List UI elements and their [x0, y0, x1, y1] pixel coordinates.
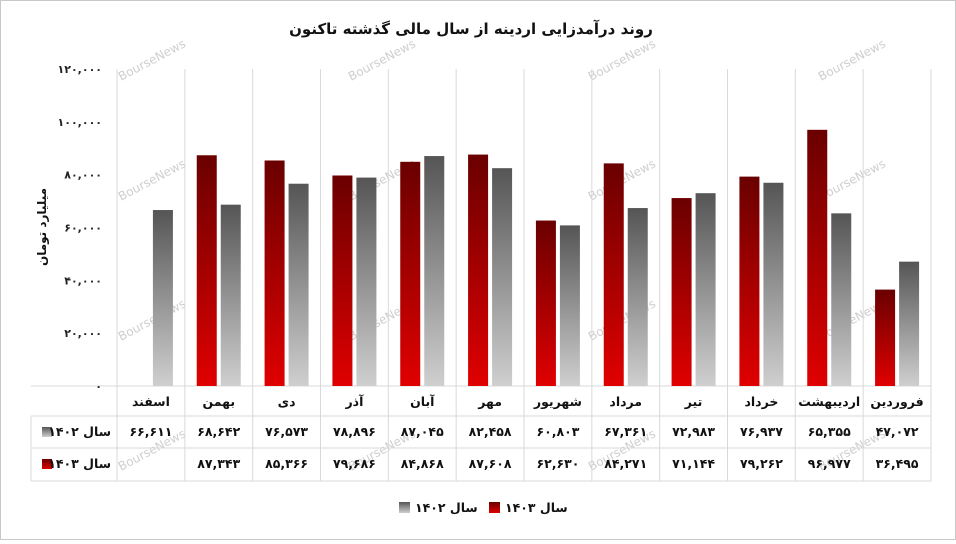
bar-1402 [695, 193, 716, 386]
chart-title: روند درآمدزایی اردینه از سال مالی گذشته … [289, 20, 653, 38]
bar-1403 [196, 155, 217, 386]
x-category-label: مرداد [609, 394, 642, 409]
table-cell: ۶۷,۳۶۱ [604, 424, 647, 439]
x-category-label: فروردین [870, 394, 923, 409]
legend-swatch [399, 502, 410, 513]
category-separators [30, 69, 932, 482]
table-cell: ۷۸,۸۹۶ [333, 424, 376, 439]
y-tick-label: ۴۰,۰۰۰ [64, 274, 102, 287]
y-tick-label: ۰ [95, 380, 102, 393]
bar-1402 [627, 208, 648, 386]
bars-layer: فروردین اردیبهشت خرداد تیر مرداد شهریور مهر آبا… [132, 129, 924, 409]
bar-1402 [492, 168, 513, 386]
table-cell: ۶۲,۶۳۰ [536, 456, 579, 471]
bar-1402 [424, 156, 445, 386]
table-cell: ۸۷,۳۴۳ [197, 456, 240, 471]
watermark-text: BourseNews [816, 36, 888, 83]
table-cell: ۶۸,۶۴۲ [197, 424, 240, 439]
table-cell: ۷۶,۹۳۷ [740, 424, 783, 439]
legend-swatch [489, 502, 500, 513]
x-category-label: مهر [477, 394, 502, 409]
y-axis-ticks: ۰ ۲۰,۰۰۰ ۴۰,۰۰۰ ۶۰,۰۰۰ ۸۰,۰۰۰ ۱۰۰,۰۰۰ ۱۲۰,۰۰۰ [58, 63, 102, 393]
table-cell: ۸۴,۸۶۸ [401, 456, 444, 471]
bar-1403 [671, 198, 692, 386]
table-cell: ۶۶,۶۱۱ [129, 424, 172, 439]
table-cell: ۸۷,۰۴۵ [401, 424, 444, 439]
y-tick-label: ۶۰,۰۰۰ [64, 222, 102, 235]
x-category-label: خرداد [744, 394, 778, 409]
table-row-swatch [42, 459, 52, 469]
bar-1402 [356, 177, 377, 386]
bar-1402 [763, 182, 784, 386]
x-category-label: اسفند [132, 394, 170, 409]
table-cell: ۸۴,۲۷۱ [604, 456, 647, 471]
table-cell: ۸۵,۳۶۶ [265, 456, 308, 471]
table-cell: ۷۹,۶۸۶ [333, 456, 376, 471]
legend: سال ۱۴۰۳ سال ۱۴۰۲ [399, 500, 568, 515]
table-row-swatch [42, 427, 52, 437]
bar-1402 [899, 261, 920, 386]
x-category-label: آذر [344, 394, 364, 409]
watermark-text: BourseNews [116, 36, 188, 83]
table-cell: ۸۷,۶۰۸ [469, 456, 512, 471]
y-axis-label: میلیارد تومان [35, 188, 50, 266]
table-row-label: سال ۱۴۰۲ [48, 424, 111, 439]
table-cell: ۷۲,۹۸۳ [672, 424, 715, 439]
bar-1402 [559, 225, 580, 386]
watermark-text: BourseNews [346, 36, 418, 83]
bar-1402 [152, 210, 173, 386]
bar-1402 [220, 204, 241, 386]
watermark-text: BourseNews [116, 296, 188, 343]
bar-1403 [468, 154, 489, 386]
table-cell: ۶۰,۸۰۳ [536, 424, 579, 439]
x-category-label: بهمن [202, 394, 235, 409]
table-cell: ۳۶,۴۹۵ [876, 456, 919, 471]
table-cell: ۸۲,۴۵۸ [469, 424, 512, 439]
legend-label: سال ۱۴۰۳ [505, 500, 568, 515]
y-tick-label: ۱۲۰,۰۰۰ [58, 63, 102, 76]
bar-1403 [264, 160, 285, 386]
x-category-label: آبان [410, 394, 435, 409]
bar-1403 [332, 175, 353, 386]
y-tick-label: ۸۰,۰۰۰ [64, 169, 102, 182]
bar-1403 [739, 176, 760, 386]
y-tick-label: ۲۰,۰۰۰ [64, 327, 102, 340]
table-cell: ۷۹,۲۶۲ [740, 456, 783, 471]
watermark-text: BourseNews [586, 36, 658, 83]
data-table: ۴۷,۰۷۲ ۶۵,۳۵۵ ۷۶,۹۳۷ ۷۲,۹۸۳ ۶۷,۳۶۱ ۶۰,۸۰۳ ۸۲,۴… [42, 424, 919, 471]
bar-1402 [288, 183, 309, 386]
x-category-label: اردیبهشت [798, 394, 860, 409]
watermark-text: BourseNews [116, 156, 188, 203]
bar-1403 [603, 163, 624, 386]
bar-1403 [807, 129, 828, 386]
table-row-label: سال ۱۴۰۳ [48, 456, 111, 471]
table-cell: ۹۶,۹۷۷ [808, 456, 851, 471]
bar-1403 [535, 220, 556, 386]
bar-1403 [875, 289, 896, 386]
table-cell: ۴۷,۰۷۲ [876, 424, 919, 439]
x-category-label: شهریور [533, 394, 582, 409]
bar-1403 [400, 161, 421, 386]
y-tick-label: ۱۰۰,۰۰۰ [58, 116, 102, 129]
bar-1402 [831, 213, 852, 386]
x-category-label: تیر [684, 394, 703, 409]
legend-label: سال ۱۴۰۲ [415, 500, 478, 515]
table-cell: ۷۱,۱۴۴ [672, 456, 715, 471]
table-cell: ۶۵,۳۵۵ [808, 424, 851, 439]
table-cell: ۷۶,۵۷۳ [265, 424, 308, 439]
x-category-label: دی [278, 394, 296, 409]
